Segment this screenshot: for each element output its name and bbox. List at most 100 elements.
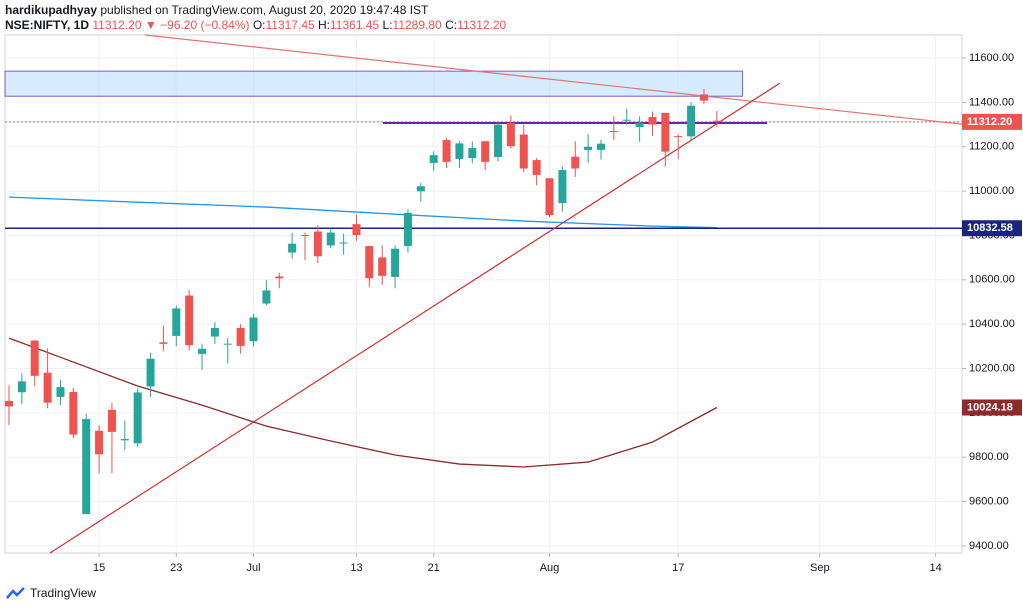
ohlc-value: 11317.45 xyxy=(265,18,315,32)
trendline xyxy=(49,82,781,554)
candle-body xyxy=(133,392,142,444)
candle-body xyxy=(82,419,91,514)
candle-body xyxy=(172,308,181,336)
candle-body xyxy=(43,372,52,403)
y-tick-label: 10600.00 xyxy=(969,274,1015,286)
ohlc-label: L: xyxy=(382,18,393,32)
x-tick-label: 13 xyxy=(350,562,362,574)
candle-body xyxy=(159,342,168,344)
candle-body xyxy=(378,257,387,276)
ohlc-value: 11361.45 xyxy=(330,18,380,32)
candle-body xyxy=(635,122,644,128)
trendline xyxy=(144,34,963,125)
price-label: 11312.20 xyxy=(967,116,1012,128)
x-tick-label: 23 xyxy=(170,562,182,574)
x-tick-label: 21 xyxy=(428,562,440,574)
y-tick-label: 11400.00 xyxy=(969,96,1014,108)
candle-body xyxy=(648,117,657,125)
candle-body xyxy=(107,409,116,432)
price-label: 10832.58 xyxy=(967,222,1013,234)
candle-body xyxy=(236,327,245,346)
grid xyxy=(5,35,962,553)
candle-body xyxy=(699,94,708,101)
symbol-line: NSE:NIFTY, 1D 11312.20 ▼ −96.20 (−0.84%)… xyxy=(5,18,506,32)
author: hardikupadhyay xyxy=(5,3,98,17)
candle-body xyxy=(17,381,26,393)
ohlc-value: 11289.80 xyxy=(392,18,442,32)
candle-body xyxy=(429,155,438,163)
y-tick-label: 11200.00 xyxy=(969,141,1014,153)
candle-body xyxy=(146,358,155,387)
candle-body xyxy=(56,387,65,397)
candle-body xyxy=(69,392,78,435)
candle-body xyxy=(262,290,271,304)
moving-average xyxy=(8,337,718,468)
y-tick-label: 10200.00 xyxy=(969,362,1015,374)
candle-body xyxy=(403,212,412,247)
candle-body xyxy=(120,439,129,441)
candle-body xyxy=(597,143,606,150)
footer: TradingView xyxy=(6,586,96,600)
candle-body xyxy=(571,156,580,169)
moving-average xyxy=(8,196,717,229)
candle-body xyxy=(185,295,194,346)
candle-body xyxy=(661,112,670,152)
candle-body xyxy=(674,136,683,138)
candle-body xyxy=(249,317,258,342)
candle-body xyxy=(558,170,567,204)
candle-body xyxy=(494,124,503,157)
y-tick-label: 9800.00 xyxy=(969,451,1009,463)
price-label: 10024.18 xyxy=(967,401,1013,413)
candle-body xyxy=(545,178,554,216)
candle-body xyxy=(95,430,104,455)
x-tick-label: 14 xyxy=(929,562,941,574)
candle-body xyxy=(223,343,232,345)
candle-body xyxy=(481,141,490,162)
candle-body xyxy=(687,105,696,137)
ohlc-value: 11312.20 xyxy=(457,18,507,32)
plot-frame xyxy=(4,34,963,554)
candle-body xyxy=(609,131,618,133)
change: ▼ −96.20 (−0.84%) xyxy=(144,18,250,32)
candle-body xyxy=(584,146,593,151)
y-tick-label: 11000.00 xyxy=(969,185,1014,197)
candle-body xyxy=(300,235,309,237)
logo xyxy=(6,587,25,599)
publish-line: hardikupadhyay published on TradingView.… xyxy=(5,3,428,17)
candle-body xyxy=(442,140,451,162)
price: 11312.20 xyxy=(92,18,142,32)
ohlc-label: O: xyxy=(252,18,266,32)
candle-body xyxy=(455,143,464,159)
candle-body xyxy=(712,120,721,122)
candle-body xyxy=(468,148,477,159)
candle-body xyxy=(416,186,425,192)
brand: TradingView xyxy=(30,586,97,600)
x-tick-label: Jul xyxy=(246,562,260,574)
candle-body xyxy=(391,248,400,277)
ohlc: O:11317.45 H:11361.45 L:11289.80 C:11312… xyxy=(253,18,506,32)
symbol: NSE:NIFTY, 1D xyxy=(5,18,90,32)
candle-body xyxy=(326,232,335,246)
x-tick-label: Sep xyxy=(810,562,830,574)
y-tick-label: 10400.00 xyxy=(969,318,1015,330)
candle-body xyxy=(313,231,322,257)
candle-body xyxy=(352,224,361,236)
price-label-box xyxy=(962,113,1022,130)
candle-body xyxy=(519,134,528,169)
y-tick-label: 9400.00 xyxy=(969,540,1009,552)
candle-body xyxy=(532,160,541,175)
candle-body xyxy=(4,400,13,407)
chart: 9400.009600.009800.0010000.0010200.00104… xyxy=(4,34,1022,574)
marks xyxy=(4,34,963,554)
candle-body xyxy=(339,242,348,244)
candle-body xyxy=(506,122,515,147)
candle-body xyxy=(288,243,297,253)
candle-body xyxy=(622,119,631,121)
axis: 9400.009600.009800.0010000.0010200.00104… xyxy=(93,52,1022,574)
x-tick-label: 17 xyxy=(672,562,684,574)
x-tick-label: Aug xyxy=(540,562,560,574)
candle-body xyxy=(210,327,219,337)
candle-body xyxy=(198,348,207,354)
price-label-box xyxy=(962,220,1022,237)
